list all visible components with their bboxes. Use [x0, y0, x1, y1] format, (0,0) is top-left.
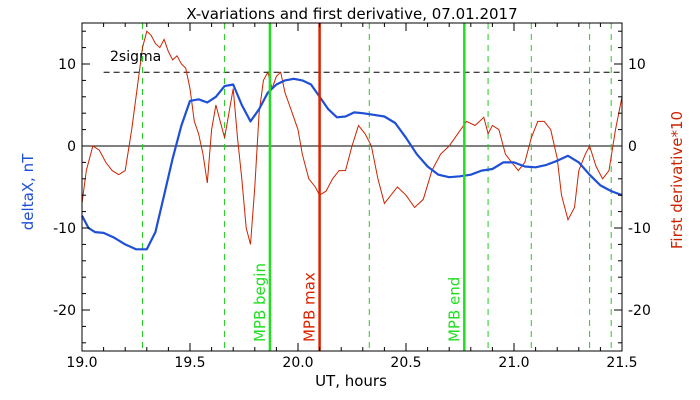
y-tick-label-left: -20	[53, 303, 76, 319]
y-tick-label-left: 0	[67, 139, 76, 155]
x-tick-label: 21.5	[606, 355, 637, 371]
y-axis-label-left: deltaX, nT	[19, 153, 37, 230]
plot-area: MPB begin MPB max MPB end	[81, 23, 623, 351]
x-tick-label: 21.0	[498, 355, 529, 371]
threshold-label: 2sigma	[110, 49, 161, 65]
y-tick-label-right: 0	[628, 139, 637, 155]
chart-title: X-variations and first derivative, 07.01…	[186, 5, 517, 23]
x-tick-label: 19.5	[174, 355, 205, 371]
x-tick-label: 20.5	[390, 355, 421, 371]
y-axis-label-right: First derivative*10	[668, 111, 686, 249]
y-tick-label-right: -20	[628, 303, 651, 319]
mpb-label-mpb-max: MPB max	[301, 272, 319, 342]
plot-frame	[81, 22, 623, 352]
mpb-label-mpb-end: MPB end	[445, 277, 463, 342]
x-axis-label: UT, hours	[315, 372, 387, 390]
x-tick-label: 20.0	[282, 355, 313, 371]
y-tick-label-left: 10	[58, 57, 76, 73]
axes: 19.0 19.5 20.0 20.5 21.0 21.5 10 10 0 0 -10 -10 -20 -…	[53, 22, 651, 371]
series-derivative-line	[81, 30, 623, 245]
y-tick-label-right: 10	[628, 57, 646, 73]
y-tick-label-left: -10	[53, 221, 76, 237]
x-tick-label: 19.0	[66, 355, 97, 371]
mpb-label-mpb-begin: MPB begin	[251, 263, 269, 342]
y-tick-label-right: -10	[628, 221, 651, 237]
series-deltax-line	[81, 77, 623, 251]
